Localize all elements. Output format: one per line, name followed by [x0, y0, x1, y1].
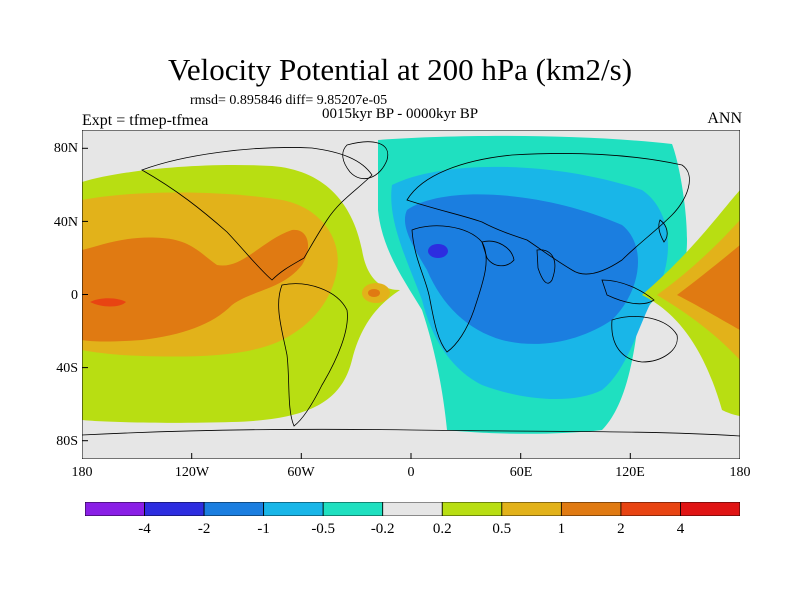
lon-label-120e: 120E: [615, 465, 645, 480]
lat-label-40s: 40S: [56, 361, 78, 376]
colorbar-label: 4: [676, 521, 685, 537]
lat-label-0: 0: [71, 288, 78, 303]
colorbar-label: -0.5: [311, 521, 336, 537]
colorbar-swatch: [560, 502, 622, 516]
lat-label-80s: 80S: [56, 434, 78, 449]
positive-strong-region: [82, 229, 309, 342]
lon-label-60w: 60W: [287, 465, 315, 480]
colorbar-swatch: [85, 502, 145, 516]
colorbar-swatch: [263, 502, 324, 516]
negative-max-core: [428, 244, 448, 258]
lon-label-0: 0: [407, 465, 415, 480]
stats-line: rmsd= 0.895846 diff= 9.85207e-05: [190, 93, 388, 108]
colorbar-swatch: [501, 502, 562, 516]
colorbar-label: -1: [257, 521, 270, 537]
lon-label-180-east: 180: [729, 465, 751, 480]
period-subtitle: 0015kyr BP - 0000kyr BP: [322, 106, 479, 122]
lon-label-60e: 60E: [509, 465, 533, 480]
colorbar-label: 0.2: [432, 521, 452, 537]
colorbar-label: -0.2: [370, 521, 395, 537]
colorbar-swatch: [203, 502, 265, 516]
colorbar-swatch: [680, 502, 740, 516]
colorbar-swatch: [620, 502, 681, 516]
colorbar: [85, 502, 740, 516]
lat-label-40n: 40N: [53, 215, 78, 230]
colorbar-label: -4: [138, 521, 151, 537]
colorbar-swatch: [382, 502, 443, 516]
colorbar-swatch: [322, 502, 384, 516]
colorbar-label: -2: [197, 521, 211, 537]
coastlines: [82, 141, 740, 437]
lon-label-180-west: 180: [71, 465, 93, 480]
lat-label-80n: 80N: [53, 141, 78, 156]
map-ticks: [82, 147, 631, 459]
plot-title: Velocity Potential at 200 hPa (km2/s): [167, 52, 633, 87]
atlantic-positive-core: [368, 289, 380, 297]
colorbar-label: 0.5: [492, 521, 512, 537]
colorbar-label: 1: [557, 521, 566, 537]
velocity-potential-map: [82, 130, 740, 459]
lon-label-120w: 120W: [174, 465, 210, 480]
west-pacific-positive-strong: [677, 245, 740, 330]
season-label: ANN: [707, 110, 742, 127]
colorbar-label: 2: [617, 521, 625, 537]
experiment-label: Expt = tfmep-tfmea: [82, 112, 209, 129]
colorbar-swatch: [144, 502, 205, 516]
colorbar-swatch: [441, 502, 503, 516]
negative-strong-region: [404, 194, 639, 344]
positive-max-region: [90, 298, 126, 307]
